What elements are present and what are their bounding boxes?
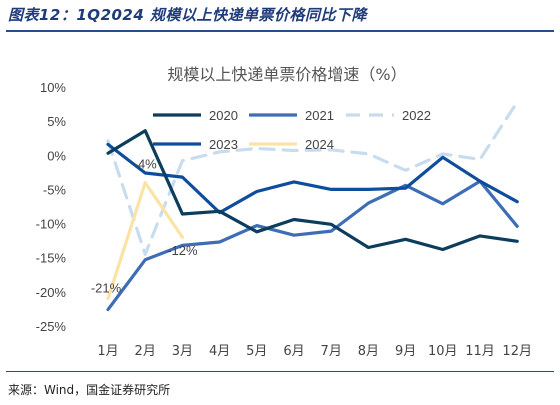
legend-label-2022: 2022 [402, 108, 431, 123]
x-tick-label: 9月 [395, 344, 416, 359]
figure-title: 图表12：1Q2024 规模以上快递单票价格同比下降 [8, 6, 368, 24]
x-tick-label: 10月 [428, 344, 458, 359]
x-tick-label: 1月 [97, 344, 118, 359]
series-line-2023 [106, 142, 519, 215]
y-tick-label: -5% [43, 182, 67, 197]
y-tick-label: -20% [36, 285, 67, 300]
legend: 2020 2021 2022 2023 2024 [153, 108, 431, 152]
y-tick-label: -15% [36, 251, 67, 266]
series-line-2022 [106, 100, 519, 256]
source-note: 来源：Wind，国金证券研究所 [8, 383, 171, 397]
x-tick-label: 3月 [172, 344, 193, 359]
data-label: -21% [91, 281, 122, 296]
legend-label-2024: 2024 [305, 137, 334, 152]
x-tick-label: 8月 [358, 344, 379, 359]
chart-title: 规模以上快递单票价格增速（%） [167, 65, 406, 84]
series-line-2020 [106, 129, 519, 252]
y-tick-label: -25% [36, 319, 67, 334]
y-tick-label: 10% [40, 80, 66, 95]
data-labels: -21% -4% -12% [91, 157, 198, 296]
y-tick-label: 5% [47, 114, 66, 129]
data-label: -4% [134, 157, 158, 172]
x-axis: 1月 2月 3月 4月 5月 6月 7月 8月 9月 10月 11月 12月 [97, 344, 532, 359]
y-tick-label: -10% [36, 217, 67, 232]
x-tick-label: 2月 [135, 344, 156, 359]
source-divider [6, 371, 554, 372]
y-tick-label: 0% [47, 148, 66, 163]
legend-label-2023: 2023 [209, 137, 238, 152]
data-label: -12% [167, 243, 198, 258]
x-tick-label: 5月 [246, 344, 267, 359]
title-divider [6, 30, 554, 32]
y-axis: 10% 5% 0% -5% -10% -15% -20% -25% [36, 80, 67, 334]
series-line-2021 [106, 179, 519, 312]
x-tick-label: 7月 [321, 344, 342, 359]
x-tick-label: 4月 [209, 344, 230, 359]
x-tick-label: 6月 [283, 344, 304, 359]
series-lines [106, 100, 519, 312]
x-tick-label: 11月 [465, 344, 495, 359]
series-line-2024 [106, 181, 184, 301]
legend-label-2021: 2021 [305, 108, 334, 123]
x-tick-label: 12月 [502, 344, 532, 359]
price-growth-line-chart: 规模以上快递单票价格增速（%） 10% 5% 0% -5% -10% -15% -20% -2… [36, 65, 532, 359]
legend-label-2020: 2020 [209, 108, 238, 123]
